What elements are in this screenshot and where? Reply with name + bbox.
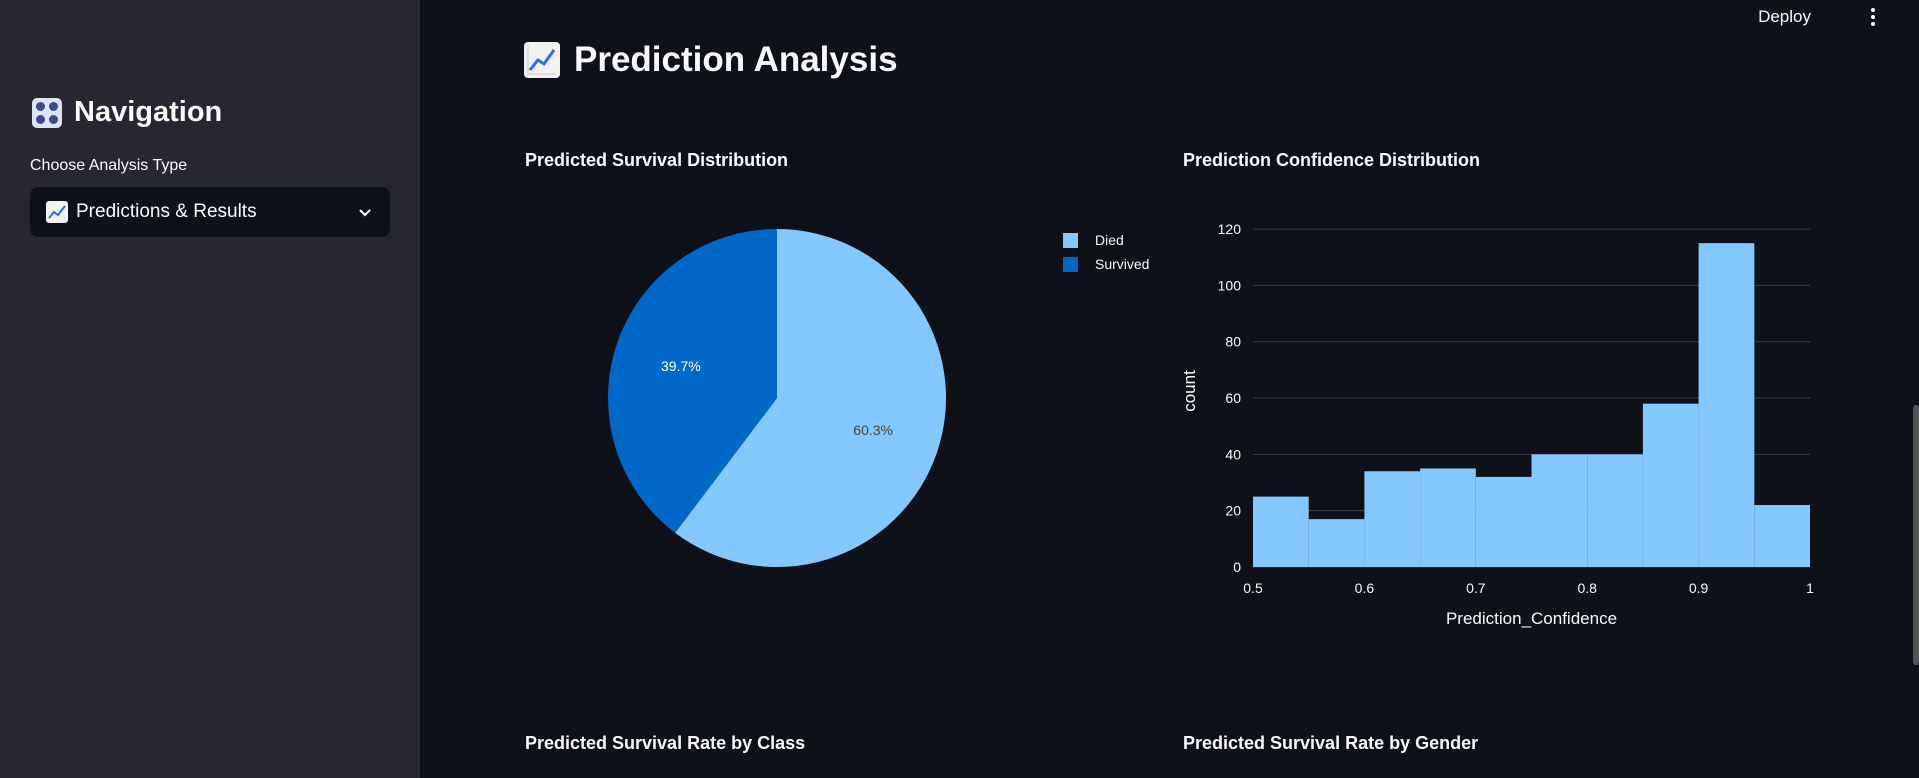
page-title: Prediction Analysis: [524, 40, 898, 80]
confidence-histogram: 0 20 40 60 80 100 120 0.5 0.6 0.7 0.8 0.9 1 Predictio…: [1180, 221, 1814, 628]
y-tick-label: 0: [1233, 559, 1241, 575]
histogram-bar: [1754, 505, 1810, 567]
x-tick-label: 0.5: [1243, 580, 1263, 596]
x-axis-label: Prediction_Confidence: [1446, 609, 1617, 628]
sidebar: Navigation Choose Analysis Type Predicti…: [0, 0, 420, 778]
histogram-bar: [1308, 519, 1365, 567]
scrollbar[interactable]: [1913, 405, 1919, 665]
histogram-bar: [1475, 476, 1532, 567]
y-tick-label: 100: [1218, 277, 1242, 293]
histogram-bar: [1587, 454, 1643, 567]
histogram-bar: [1642, 403, 1699, 567]
y-tick-label: 40: [1225, 446, 1241, 462]
y-tick-label: 80: [1225, 334, 1241, 350]
deploy-button[interactable]: Deploy: [1758, 7, 1811, 26]
selected-option-text: Predictions & Results: [76, 201, 257, 222]
page-title-text: Prediction Analysis: [574, 40, 898, 79]
survival-pie-chart: 60.3% 39.7% Died Survived: [607, 229, 1149, 567]
control-knobs-icon: [32, 97, 62, 128]
legend-item-died[interactable]: Died: [1095, 232, 1124, 248]
legend-swatch-died: [1063, 233, 1078, 248]
main-menu-icon[interactable]: [1867, 6, 1879, 28]
histogram-title: Prediction Confidence Distribution: [1183, 150, 1481, 170]
sidebar-title: Navigation: [32, 96, 222, 129]
chevron-down-icon[interactable]: [356, 203, 374, 221]
x-tick-label: 0.6: [1355, 580, 1375, 596]
histogram-bar: [1253, 496, 1309, 567]
pie-slice-survived: [607, 229, 777, 533]
y-axis-label: count: [1180, 370, 1199, 412]
x-tick-label: 1: [1806, 580, 1814, 596]
chart-increasing-icon: [46, 201, 68, 223]
chart-increasing-icon: [524, 42, 560, 78]
legend-item-survived[interactable]: Survived: [1095, 256, 1149, 272]
histogram-bar: [1698, 243, 1755, 567]
histogram-bar: [1531, 454, 1588, 567]
histogram-bar: [1420, 468, 1476, 567]
pie-label-died: 60.3%: [853, 422, 893, 438]
sidebar-title-text: Navigation: [74, 96, 223, 128]
y-tick-label: 120: [1218, 221, 1242, 237]
histogram-bar: [1364, 471, 1421, 567]
analysis-type-select[interactable]: Predictions & Results: [30, 187, 390, 237]
analysis-type-label: Choose Analysis Type: [30, 157, 188, 174]
y-tick-label: 60: [1225, 390, 1241, 406]
x-tick-label: 0.8: [1577, 580, 1597, 596]
class-chart-title: Predicted Survival Rate by Class: [525, 733, 806, 753]
x-tick-label: 0.7: [1466, 580, 1486, 596]
x-tick-label: 0.9: [1689, 580, 1709, 596]
pie-label-survived: 39.7%: [661, 358, 701, 374]
y-tick-label: 20: [1225, 503, 1241, 519]
gender-chart-title: Predicted Survival Rate by Gender: [1183, 733, 1479, 753]
pie-chart-title: Predicted Survival Distribution: [525, 150, 789, 170]
pie-slice-died: [675, 229, 946, 567]
legend-swatch-survived: [1063, 257, 1078, 272]
